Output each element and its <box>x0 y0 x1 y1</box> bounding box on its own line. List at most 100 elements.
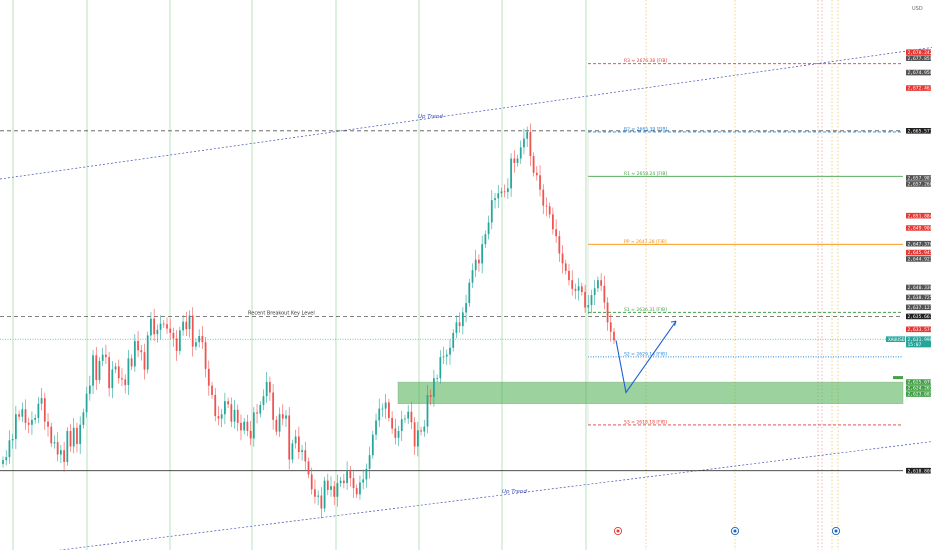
candle-body <box>105 354 107 358</box>
price-tag-text: 2,623.683 <box>908 392 932 398</box>
candle <box>503 184 506 198</box>
candle <box>577 278 580 301</box>
candle <box>211 381 213 399</box>
candle-body <box>204 342 207 369</box>
candle <box>172 327 175 347</box>
candle <box>143 343 146 380</box>
trend-line-label: Up Trend <box>418 114 443 120</box>
candle <box>371 430 374 459</box>
event-markers[interactable] <box>613 526 841 536</box>
candle-body <box>445 354 448 357</box>
economic-event-icon[interactable] <box>730 526 740 536</box>
candle <box>513 150 516 173</box>
candle <box>79 416 82 454</box>
candle-body <box>169 328 172 333</box>
candle-body <box>487 222 490 235</box>
trend-line <box>0 47 932 180</box>
price-tag-box <box>906 225 931 231</box>
candle <box>159 315 162 340</box>
candle <box>220 408 223 427</box>
candle <box>2 456 4 468</box>
candle <box>114 362 117 374</box>
candle <box>150 311 152 341</box>
candle <box>365 463 368 488</box>
candle <box>400 410 403 441</box>
candle-body <box>34 417 37 420</box>
candle-body <box>555 229 558 237</box>
candle <box>43 392 46 431</box>
candle-body <box>269 381 271 393</box>
candle <box>416 421 419 457</box>
candle-body <box>278 414 281 432</box>
candle <box>101 347 104 367</box>
candle-body <box>188 315 191 330</box>
candle-body <box>420 430 422 432</box>
candle-body <box>85 393 88 413</box>
candle-body <box>461 312 464 327</box>
candle-body <box>368 455 371 469</box>
candle-body <box>76 427 78 445</box>
candle <box>500 187 503 198</box>
candle <box>63 441 65 472</box>
price-tag-text: 2,665.571 <box>908 128 932 134</box>
candle-body <box>339 480 342 484</box>
candle <box>76 422 78 453</box>
candle <box>381 403 384 418</box>
candle-body <box>130 358 133 367</box>
candle <box>542 184 545 215</box>
candle-body <box>18 414 20 417</box>
candle-body <box>262 396 265 405</box>
candle <box>275 416 278 436</box>
candle-body <box>516 158 519 163</box>
candle-body <box>535 172 538 176</box>
price-tag-text: 2,640.336 <box>908 285 932 291</box>
candle <box>246 414 249 437</box>
candle <box>204 336 207 378</box>
candle <box>297 426 300 459</box>
candle-body <box>252 412 255 439</box>
candle <box>465 294 467 323</box>
candle <box>433 369 435 407</box>
candle <box>249 421 252 446</box>
candle <box>510 153 512 197</box>
pivot-label: R3 ≈ 2676.38 [FIB] <box>624 58 667 64</box>
candle <box>105 344 107 364</box>
price-tag-text: 2,651.884 <box>908 213 932 219</box>
economic-event-icon[interactable] <box>831 526 841 536</box>
candle-body <box>484 234 487 245</box>
candle <box>526 126 529 148</box>
candle-body <box>224 401 226 415</box>
candle <box>497 184 500 209</box>
candle <box>117 359 120 384</box>
candle <box>471 263 474 288</box>
price-tag-box <box>906 240 931 247</box>
candle <box>558 230 561 262</box>
candle <box>56 432 59 462</box>
symbol-tag-box <box>886 336 905 342</box>
price-tag: 2,657.260 <box>906 181 932 187</box>
candle <box>349 466 352 487</box>
candle-body <box>240 422 242 431</box>
candle-body <box>548 206 551 215</box>
price-tag-box <box>906 127 931 134</box>
candle-body <box>458 322 461 327</box>
candle-body <box>40 398 43 404</box>
candle <box>310 467 313 495</box>
candle <box>259 401 262 418</box>
candle-body <box>314 489 316 497</box>
candle-body <box>133 340 136 367</box>
candle-body <box>449 347 451 355</box>
candles <box>2 123 615 519</box>
candle-body <box>590 295 593 305</box>
candle-body <box>506 188 509 193</box>
candle <box>461 307 464 335</box>
economic-event-icon[interactable] <box>613 526 623 536</box>
candle-body <box>201 336 204 343</box>
price-tag-box <box>906 379 931 385</box>
candle <box>304 441 307 472</box>
candle-body <box>220 414 223 419</box>
price-tag-box <box>906 49 931 55</box>
price-tag-text: 2,674.956 <box>908 70 932 76</box>
